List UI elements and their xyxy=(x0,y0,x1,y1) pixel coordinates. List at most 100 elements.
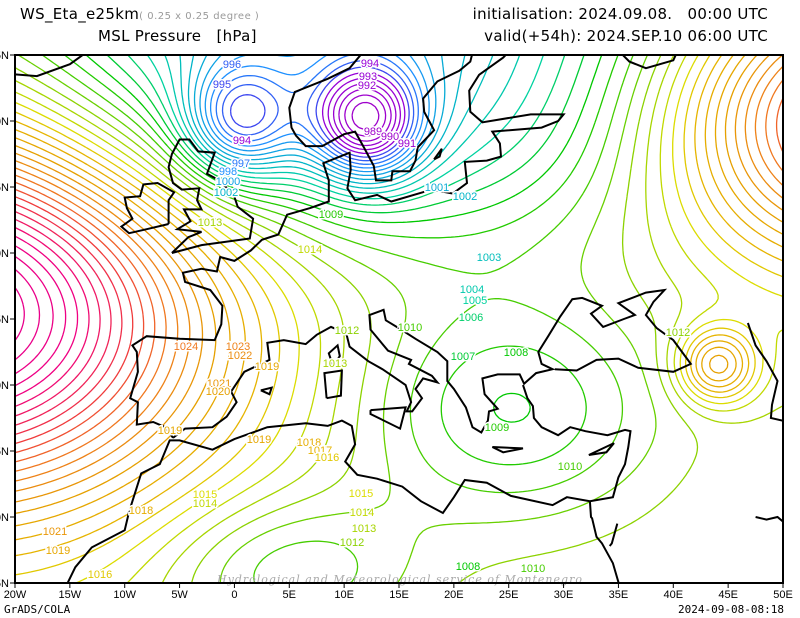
lat-tick-label: 65N xyxy=(0,50,9,62)
isobar-label: 1010 xyxy=(558,461,582,473)
isobar-1030 xyxy=(15,218,101,417)
isobar-label: 1008 xyxy=(504,347,528,359)
isobar-label: 1018 xyxy=(129,505,153,517)
coastline xyxy=(588,442,615,456)
lon-tick-label: 45E xyxy=(718,589,738,601)
isobar-label: 1002 xyxy=(453,191,477,203)
coastline xyxy=(491,446,524,454)
isobar-label: 1012 xyxy=(340,537,364,549)
coastline xyxy=(369,406,407,431)
isobar-1013 xyxy=(15,55,783,583)
coastline xyxy=(288,55,473,182)
coastline xyxy=(433,148,443,161)
isobar-label: 996 xyxy=(223,59,241,71)
isobar-label: 1019 xyxy=(247,434,271,446)
isobar-label: 1019 xyxy=(255,361,279,373)
isobar-1036 xyxy=(15,287,25,341)
isobar-1023 xyxy=(15,65,783,482)
isobar-label: 1008 xyxy=(456,561,480,573)
isobar-1026 xyxy=(15,188,145,454)
coastline xyxy=(260,386,274,396)
isobar-1002 xyxy=(187,55,466,185)
isobar-label: 1003 xyxy=(477,252,501,264)
render-timestamp: 2024-09-08-08:18 xyxy=(678,603,784,616)
coastline xyxy=(167,138,255,254)
field-title: MSL Pressure [hPa] xyxy=(98,27,257,45)
isobar-label: 1019 xyxy=(158,425,182,437)
isobar-label: 998 xyxy=(219,166,237,178)
coastline xyxy=(755,515,783,523)
isobar-label: 1019 xyxy=(46,545,70,557)
coastline xyxy=(746,322,783,422)
isobar-1012 xyxy=(15,55,699,583)
isobar-label: 1021 xyxy=(207,378,231,390)
coastline xyxy=(621,55,677,70)
lon-tick-label: 5E xyxy=(283,589,296,601)
isobar-1007 xyxy=(106,55,585,214)
isobar-992 xyxy=(332,82,397,147)
coastline xyxy=(119,181,176,235)
lon-tick-label: 20W xyxy=(4,589,27,601)
isobar-label: 1001 xyxy=(425,182,449,194)
isobar-1017 xyxy=(15,55,783,557)
isobar-label: 1016 xyxy=(88,569,112,581)
isobar-1011 xyxy=(17,55,657,583)
isobar-label: 1009 xyxy=(319,209,343,221)
isobar-label: 1005 xyxy=(463,295,487,307)
isobar-1034 xyxy=(15,255,54,375)
isobar-1005 xyxy=(146,55,545,200)
isobar-995 xyxy=(229,66,410,158)
lon-tick-label: 30E xyxy=(554,589,574,601)
isobar-1028 xyxy=(15,203,123,436)
isobar-1003 xyxy=(179,55,494,189)
isobar-993 xyxy=(327,77,402,151)
coastline xyxy=(129,55,566,439)
isobar-label: 1002 xyxy=(214,187,238,199)
isobar-label: 997 xyxy=(232,158,250,170)
isobar-label: 1013 xyxy=(352,523,376,535)
isobar-label: 991 xyxy=(398,138,416,150)
software-credit: GrADS/COLA xyxy=(4,603,71,616)
isobar-label: 994 xyxy=(361,58,379,70)
isobar-1032 xyxy=(15,235,79,397)
isobar-1029 xyxy=(15,210,112,426)
isobar-989 xyxy=(351,101,380,130)
isobar-1027 xyxy=(15,196,134,445)
isobar-label: 993 xyxy=(359,71,377,83)
lon-tick-label: 10W xyxy=(113,589,136,601)
isobar-1031 xyxy=(15,226,90,408)
isobar-997 xyxy=(215,55,419,165)
lat-tick-label: 50N xyxy=(0,248,9,260)
isobar-label: 1022 xyxy=(228,350,252,362)
isobar-999 xyxy=(204,55,430,173)
coastline xyxy=(172,288,693,439)
isobar-label-layer: 996 995 994 997 998 1000 1002 994 993 99… xyxy=(41,57,691,583)
isobar-1022 xyxy=(15,55,783,492)
isobar-label: 990 xyxy=(381,131,399,143)
isobar-1016 xyxy=(15,55,783,576)
isobar-1014 xyxy=(15,55,783,583)
isobar-label: 1009 xyxy=(485,422,509,434)
isobar-label: 1024 xyxy=(174,341,198,353)
coastline xyxy=(15,55,85,78)
coastline xyxy=(588,501,620,583)
isobar-label: 992 xyxy=(358,80,376,92)
isobar-1018 xyxy=(15,55,783,541)
lat-tick-label: 30N xyxy=(0,512,9,524)
isobar-1020 xyxy=(15,55,783,515)
valid-time: valid(+54h): 2024.SEP.10 06:00 UTC xyxy=(484,27,768,45)
isobar-label: 1006 xyxy=(459,312,483,324)
axes: 20W 15W 10W 5W 0 5E 10E 15E 20E 25E 30E 35E 40E 45E 50… xyxy=(0,50,793,601)
lon-tick-label: 5W xyxy=(171,589,188,601)
isobar-996 xyxy=(221,60,415,162)
lon-tick-label: 35E xyxy=(609,589,629,601)
isobar-label: 989 xyxy=(364,126,382,138)
isobar-1024 xyxy=(15,79,783,472)
isobar-label: 1014 xyxy=(350,507,374,519)
lon-tick-label: 40E xyxy=(663,589,683,601)
field-name: MSL Pressure xyxy=(98,27,202,45)
isobar-label: 1015 xyxy=(349,488,373,500)
coastline-layer xyxy=(15,55,783,583)
isobar-998 xyxy=(209,55,425,169)
model-title: WS_Eta_e25km( 0.25 x 0.25 degree ) xyxy=(20,5,259,23)
